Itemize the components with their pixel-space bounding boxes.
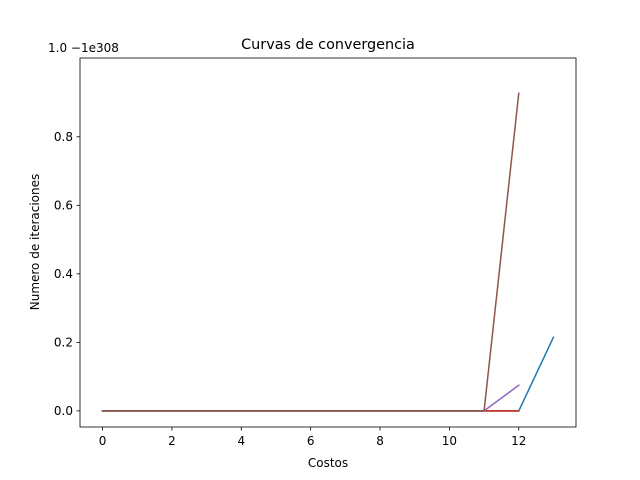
y-axis-ticks: 0.0 0.2 0.4 0.6 0.8	[54, 130, 80, 418]
y-axis-label: Numero de iteraciones	[28, 174, 42, 311]
x-tick-label: 4	[237, 434, 245, 448]
y-tick-label: 0.8	[54, 130, 73, 144]
plot-frame	[79, 57, 577, 428]
chart-title: Curvas de convergencia	[241, 37, 415, 53]
x-tick-label: 10	[442, 434, 457, 448]
x-tick-label: 2	[168, 434, 176, 448]
y-tick-label: 0.4	[54, 267, 73, 281]
x-tick-label: 0	[99, 434, 107, 448]
y-tick-label: 0.0	[54, 404, 73, 418]
y-tick-label: 0.2	[54, 336, 73, 350]
x-axis-label: Costos	[308, 456, 348, 470]
x-tick-label: 6	[307, 434, 315, 448]
x-tick-label: 12	[511, 434, 526, 448]
series-line-6	[101, 92, 520, 412]
y-axis-offset-text: 1.0 −1e308	[48, 41, 119, 55]
x-axis-ticks: 0 2 4 6 8 10 12	[99, 427, 526, 448]
y-tick-label: 0.6	[54, 199, 73, 213]
x-tick-label: 8	[376, 434, 384, 448]
series-layer	[101, 92, 555, 412]
